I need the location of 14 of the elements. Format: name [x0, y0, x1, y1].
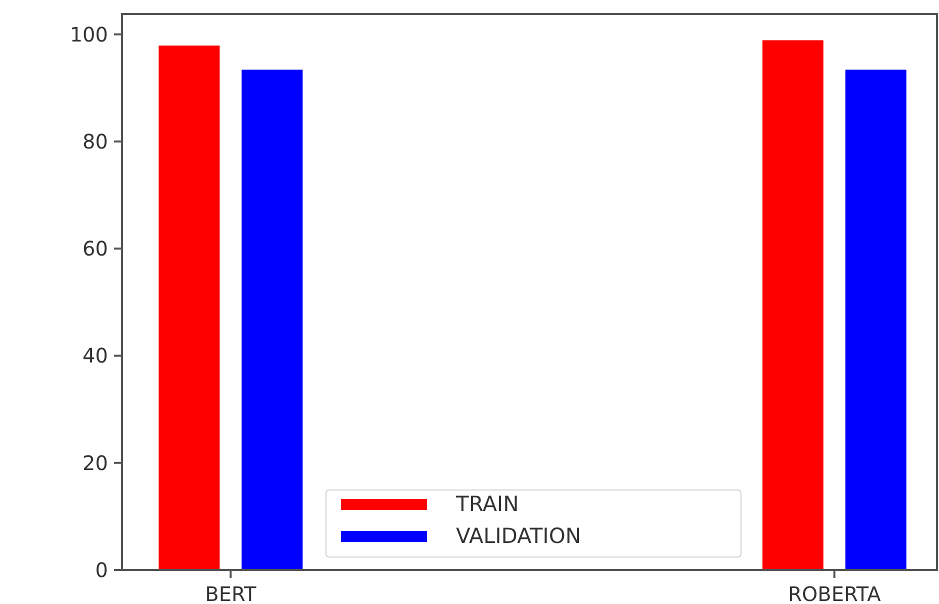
y-tick-label: 60 [82, 236, 108, 261]
y-tick-label: 40 [82, 344, 108, 368]
legend-label: VALIDATION [456, 524, 582, 548]
y-tick-label: 100 [70, 22, 108, 46]
legend-label: TRAIN [455, 492, 519, 516]
bar [762, 40, 824, 570]
x-tick-label: BERT [205, 582, 257, 604]
y-tick-label: 80 [82, 129, 108, 154]
y-tick-label: 20 [82, 450, 108, 475]
x-tick-label: ROBERTA [788, 582, 882, 604]
bar [158, 46, 220, 570]
bar [845, 70, 906, 570]
bar [242, 70, 303, 570]
y-tick-label: 0 [95, 558, 108, 582]
